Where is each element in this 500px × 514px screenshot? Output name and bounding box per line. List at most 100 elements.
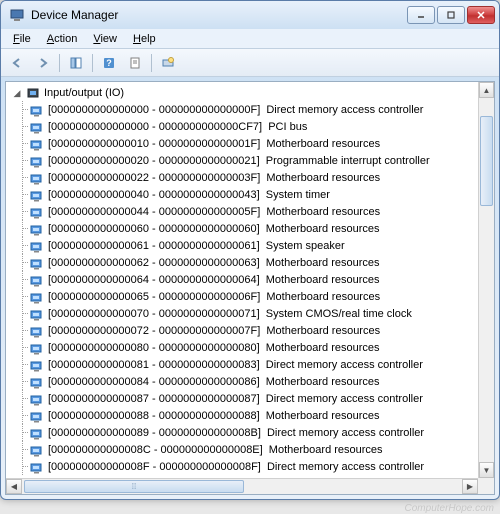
device-tree-item[interactable]: [0000000000000084 - 0000000000000086] Mo… (12, 373, 494, 390)
toolbar-separator (92, 54, 93, 72)
device-icon (30, 222, 44, 236)
device-tree-item[interactable]: [0000000000000000 - 0000000000000CF7] PC… (12, 118, 494, 135)
device-icon (30, 290, 44, 304)
device-item-text: [0000000000000072 - 000000000000007F] Mo… (48, 323, 380, 339)
scroll-corner (478, 478, 494, 494)
device-icon (30, 239, 44, 253)
category-label: Input/output (IO) (44, 85, 124, 101)
device-icon (30, 205, 44, 219)
device-tree-item[interactable]: [0000000000000022 - 000000000000003F] Mo… (12, 169, 494, 186)
collapse-arrow-icon[interactable]: ◢ (12, 88, 22, 98)
device-tree-item[interactable]: [0000000000000060 - 0000000000000060] Mo… (12, 220, 494, 237)
device-tree: ◢ Input/output (IO) [0000000000000000 - … (6, 82, 494, 477)
menu-view[interactable]: View (85, 31, 125, 47)
content-area: ◢ Input/output (IO) [0000000000000000 - … (5, 81, 495, 495)
device-icon (30, 171, 44, 185)
menu-help[interactable]: Help (125, 31, 164, 47)
device-icon (30, 273, 44, 287)
device-tree-item[interactable]: [0000000000000062 - 0000000000000063] Mo… (12, 254, 494, 271)
device-item-text: [0000000000000081 - 0000000000000083] Di… (48, 357, 423, 373)
toolbar-separator (59, 54, 60, 72)
device-item-text: [0000000000000088 - 0000000000000088] Mo… (48, 408, 380, 424)
scroll-left-button[interactable]: ◀ (6, 479, 22, 494)
io-category-icon (26, 86, 40, 100)
device-tree-item[interactable]: [0000000000000088 - 0000000000000088] Mo… (12, 407, 494, 424)
minimize-button[interactable] (407, 6, 435, 24)
device-item-text: [000000000000008F - 000000000000008F] Di… (48, 459, 424, 475)
window-controls (407, 6, 495, 24)
device-tree-item[interactable]: [000000000000008C - 000000000000008E] Mo… (12, 441, 494, 458)
device-icon (30, 426, 44, 440)
device-tree-item[interactable]: [0000000000000072 - 000000000000007F] Mo… (12, 322, 494, 339)
device-tree-item[interactable]: [0000000000000081 - 0000000000000083] Di… (12, 356, 494, 373)
device-tree-item[interactable]: [0000000000000061 - 0000000000000061] Sy… (12, 237, 494, 254)
device-tree-item[interactable]: [0000000000000080 - 0000000000000080] Mo… (12, 339, 494, 356)
device-item-text: [0000000000000044 - 000000000000005F] Mo… (48, 204, 380, 220)
device-tree-item[interactable]: [0000000000000020 - 0000000000000021] Pr… (12, 152, 494, 169)
device-icon (30, 103, 44, 117)
vertical-scrollbar[interactable]: ▲ ▼ (478, 82, 494, 478)
device-icon (30, 188, 44, 202)
device-manager-window: Device Manager File Action View Help ? ◢ (0, 0, 500, 500)
titlebar[interactable]: Device Manager (1, 1, 499, 29)
device-item-text: [0000000000000065 - 000000000000006F] Mo… (48, 289, 380, 305)
device-icon (30, 120, 44, 134)
device-tree-item[interactable]: [0000000000000070 - 0000000000000071] Sy… (12, 305, 494, 322)
horizontal-scrollbar[interactable]: ◀ ⁞⁞ ▶ (6, 478, 478, 494)
scan-hardware-button[interactable] (156, 52, 180, 74)
device-tree-item[interactable]: [0000000000000010 - 000000000000001F] Mo… (12, 135, 494, 152)
window-title: Device Manager (31, 8, 407, 22)
watermark: ComputerHope.com (405, 503, 494, 514)
maximize-button[interactable] (437, 6, 465, 24)
properties-button[interactable] (123, 52, 147, 74)
scroll-right-button[interactable]: ▶ (462, 479, 478, 494)
device-icon (30, 409, 44, 423)
scroll-down-button[interactable]: ▼ (479, 462, 494, 478)
back-button[interactable] (5, 52, 29, 74)
device-icon (30, 460, 44, 474)
device-item-text: [0000000000000040 - 0000000000000043] Sy… (48, 187, 330, 203)
device-item-text: [0000000000000000 - 000000000000000F] Di… (48, 102, 423, 118)
device-item-text: [0000000000000062 - 0000000000000063] Mo… (48, 255, 380, 271)
device-tree-item[interactable]: [0000000000000044 - 000000000000005F] Mo… (12, 203, 494, 220)
device-tree-item[interactable]: [0000000000000064 - 0000000000000064] Mo… (12, 271, 494, 288)
device-tree-item[interactable]: [0000000000000000 - 000000000000000F] Di… (12, 101, 494, 118)
vertical-scroll-thumb[interactable] (480, 116, 493, 206)
toolbar-separator (151, 54, 152, 72)
horizontal-scroll-track[interactable]: ⁞⁞ (22, 479, 462, 494)
device-tree-item[interactable]: [0000000000000089 - 000000000000008B] Di… (12, 424, 494, 441)
device-icon (30, 341, 44, 355)
forward-button[interactable] (31, 52, 55, 74)
device-tree-item[interactable]: [0000000000000087 - 0000000000000087] Di… (12, 390, 494, 407)
device-item-text: [0000000000000060 - 0000000000000060] Mo… (48, 221, 380, 237)
device-item-text: [0000000000000022 - 000000000000003F] Mo… (48, 170, 380, 186)
device-icon (30, 358, 44, 372)
device-icon (30, 137, 44, 151)
help-button[interactable]: ? (97, 52, 121, 74)
close-button[interactable] (467, 6, 495, 24)
toolbar: ? (1, 49, 499, 77)
device-icon (30, 307, 44, 321)
tree-category-io[interactable]: ◢ Input/output (IO) (12, 84, 494, 101)
device-icon (30, 154, 44, 168)
device-item-text: [0000000000000084 - 0000000000000086] Mo… (48, 374, 380, 390)
tree-scroll: ◢ Input/output (IO) [0000000000000000 - … (6, 82, 494, 494)
device-tree-item[interactable]: [0000000000000040 - 0000000000000043] Sy… (12, 186, 494, 203)
menu-action[interactable]: Action (39, 31, 86, 47)
device-icon (30, 256, 44, 270)
device-tree-item[interactable]: [000000000000008F - 000000000000008F] Di… (12, 458, 494, 475)
show-hide-tree-button[interactable] (64, 52, 88, 74)
device-icon (30, 324, 44, 338)
device-tree-item[interactable]: [0000000000000065 - 000000000000006F] Mo… (12, 288, 494, 305)
device-item-text: [0000000000000064 - 0000000000000064] Mo… (48, 272, 380, 288)
scroll-up-button[interactable]: ▲ (479, 82, 494, 98)
menu-file[interactable]: File (5, 31, 39, 47)
horizontal-scroll-thumb[interactable]: ⁞⁞ (24, 480, 244, 493)
device-item-text: [000000000000008C - 000000000000008E] Mo… (48, 442, 383, 458)
device-icon (30, 375, 44, 389)
menubar: File Action View Help (1, 29, 499, 49)
device-icon (30, 392, 44, 406)
device-item-text: [0000000000000070 - 0000000000000071] Sy… (48, 306, 412, 322)
device-item-text: [0000000000000000 - 0000000000000CF7] PC… (48, 119, 307, 135)
app-icon (9, 7, 25, 23)
